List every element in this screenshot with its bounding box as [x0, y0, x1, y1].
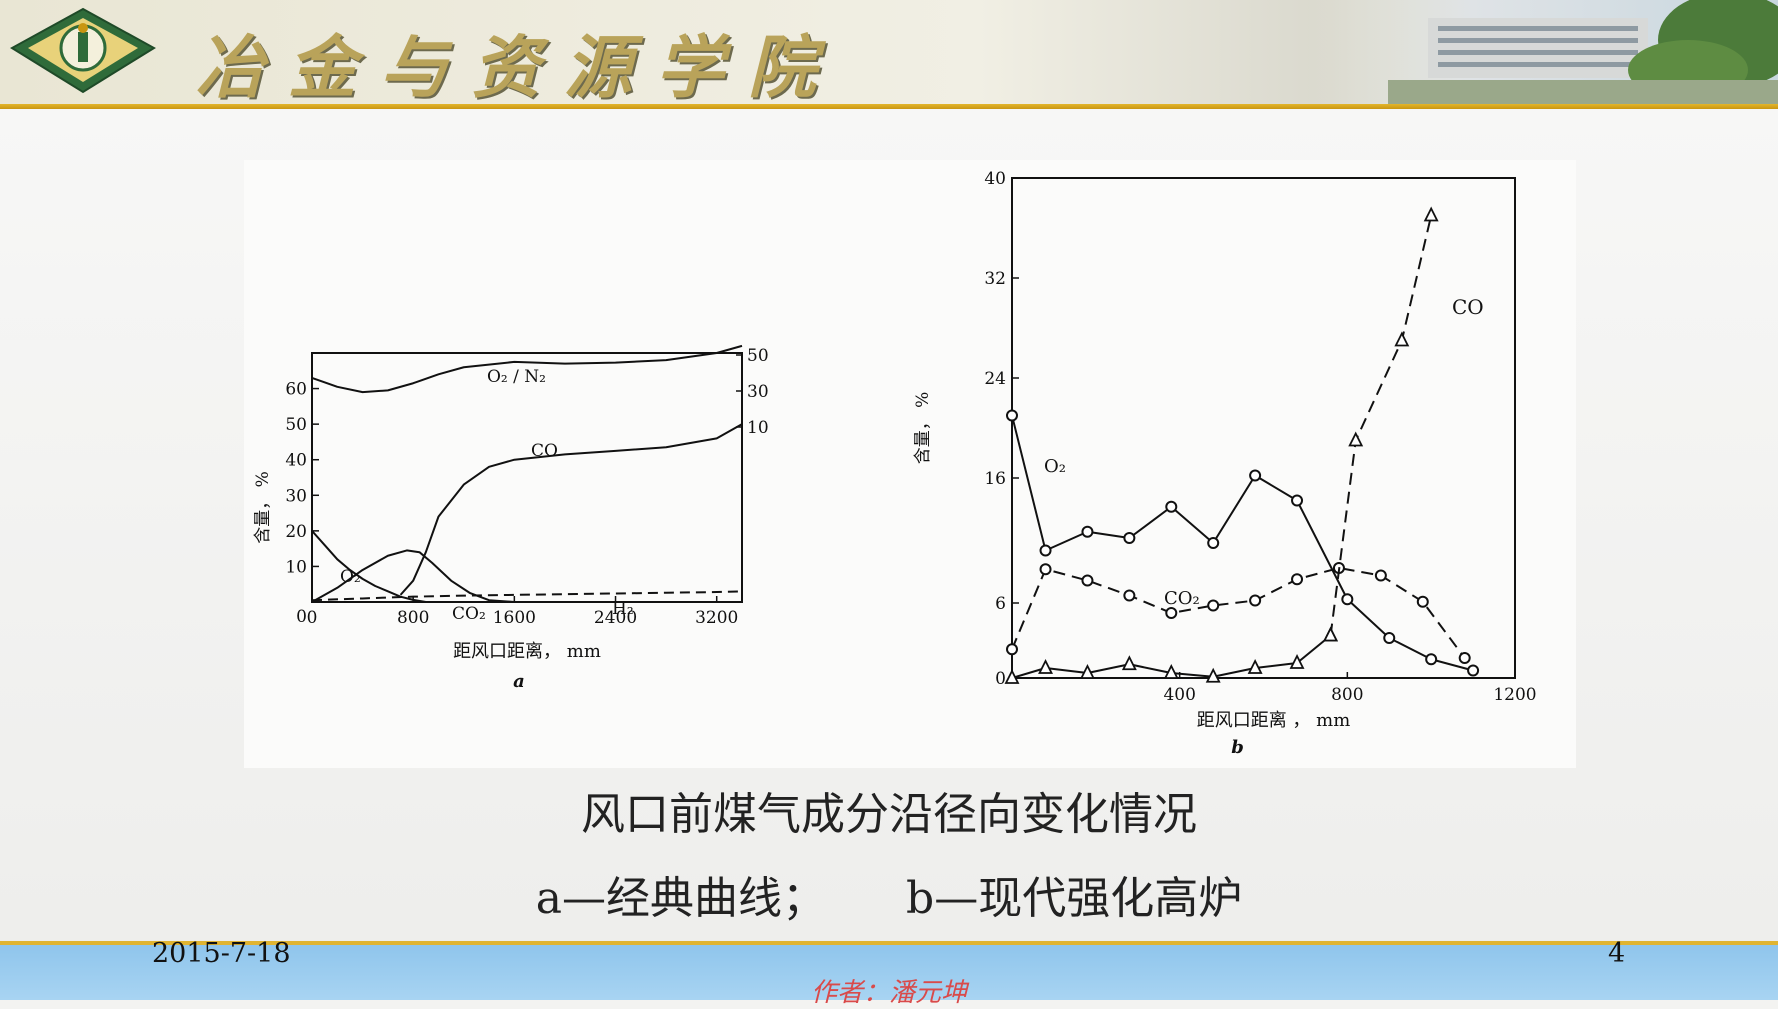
- chart-a-series-line: [311, 590, 743, 602]
- chart-b-point: [1249, 469, 1262, 482]
- chart-b-point: [1165, 607, 1178, 619]
- chart-b-point: [1205, 667, 1221, 683]
- chart-a-series-line: [311, 530, 426, 603]
- chart-b-point: [1081, 574, 1094, 587]
- chart-b-series-line: [1011, 567, 1466, 659]
- chart-b-point: [1247, 658, 1263, 674]
- chart-b-series-label: CO₂: [1164, 588, 1200, 609]
- chart-b-point: [1163, 663, 1179, 679]
- chart-b-point: [1458, 652, 1471, 664]
- chart-a-right-tick-label: 30: [747, 382, 769, 402]
- chart-b-point: [1039, 563, 1052, 576]
- header-divider: [0, 104, 1778, 109]
- chart-a-series-label: CO₂: [452, 604, 486, 624]
- chart-b-point: [1004, 668, 1020, 684]
- chart-a-y-tick-label: 60: [285, 380, 307, 400]
- chart-b-point: [1291, 494, 1304, 507]
- school-name: 冶金与资源学院: [196, 28, 841, 108]
- chart-b-point: [1423, 206, 1439, 222]
- chart-b-point: [1165, 500, 1178, 513]
- chart-a-x-tick-label: 800: [397, 608, 429, 628]
- chart-b-point: [1291, 573, 1304, 586]
- chart-b-series-line: [1011, 415, 1474, 672]
- chart-b-point: [1323, 626, 1339, 642]
- chart-b-point: [1341, 593, 1354, 606]
- chart-b-point: [1207, 537, 1220, 549]
- caption-a: a—经典曲线；: [535, 873, 827, 924]
- chart-b-point: [1038, 658, 1053, 674]
- school-logo: [10, 7, 156, 94]
- figure-subcaption: a—经典曲线； b—现代强化高炉: [0, 862, 1778, 926]
- chart-a-series-label: H₂: [612, 599, 634, 619]
- chart-b-point: [1383, 632, 1396, 644]
- chart-b-point: [1081, 525, 1094, 538]
- chart-b-point: [1289, 653, 1305, 669]
- chart-b-point: [1006, 409, 1018, 422]
- chart-b-x-tick-label: 800: [1331, 685, 1363, 705]
- chart-b-point: [1079, 663, 1095, 679]
- chart-a-y-tick-label: 40: [285, 451, 307, 471]
- chart-a-x-tick-label: 2400: [594, 608, 637, 628]
- chart-b-y-tick-label: 6: [995, 594, 1006, 614]
- chart-a-y-tick-label: 30: [285, 486, 307, 506]
- chart-a-y-tick-label: 50: [285, 415, 307, 435]
- footer-divider: [0, 941, 1778, 945]
- chart-a-y-axis-label: 含量， %: [253, 471, 273, 544]
- chart-b-point: [1416, 595, 1429, 608]
- chart-b-y-tick-label: 40: [984, 169, 1006, 189]
- chart-a-x-tick-label: 3200: [695, 608, 738, 628]
- chart-a-series-label: CO: [531, 441, 558, 461]
- chart-b-point: [1249, 594, 1262, 607]
- chart-b-y-axis-label: 含量， %: [913, 392, 933, 465]
- chart-b-series-label: O₂: [1044, 456, 1066, 477]
- charts-svg: 0 800 1600 2400 32001020304050600503010O₂CO₂…: [253, 169, 1537, 758]
- chart-b-y-tick-label: 24: [984, 369, 1006, 389]
- chart-a-right-tick-label: 10: [747, 418, 769, 438]
- chart-a-frame: [311, 352, 743, 603]
- chart-b-y-tick-label: 16: [984, 469, 1006, 489]
- chart-a-y-tick-label: 20: [285, 522, 307, 542]
- slide-footer: [0, 945, 1778, 1000]
- chart-b-point: [1123, 589, 1136, 602]
- chart-b-series-label: CO: [1452, 295, 1484, 319]
- chart-b-x-axis-label: 距风口距离 ， mm: [1197, 710, 1351, 731]
- chart-b-x-tick-label: 400: [1163, 685, 1195, 705]
- chart-b-point: [1207, 599, 1220, 612]
- chart-b-origin-label: 0: [995, 669, 1006, 689]
- chart-b-series-line: [1329, 215, 1433, 636]
- chart-a-panel-label: a: [513, 671, 525, 692]
- chart-b-panel-label: b: [1231, 737, 1244, 758]
- chart-b-x-tick-label: 1200: [1493, 685, 1536, 705]
- chart-a-origin-label: 0: [296, 607, 307, 627]
- chart-b-point: [1006, 643, 1018, 656]
- chart-b-point: [1394, 331, 1410, 347]
- chart-a-y-tick-label: 10: [285, 557, 307, 577]
- chart-b-point: [1425, 653, 1438, 666]
- chart-b-point: [1121, 655, 1137, 671]
- chart-a-series-label: O₂: [340, 567, 361, 587]
- figure-panel: 0 800 1600 2400 3200 10 20 30 40 50 60 0 50 30 10 O₂ CO₂…: [244, 160, 1576, 768]
- caption-b: b—现代强化高炉: [906, 873, 1243, 924]
- slide-header: 冶金与资源学院: [0, 0, 1778, 108]
- page-number: 4: [1608, 938, 1626, 969]
- chart-a-series-label: O₂ / N₂: [487, 367, 546, 387]
- chart-a-x-axis-label: 距风口距离， mm: [453, 641, 601, 662]
- chart-a-series-line: [311, 344, 743, 394]
- chart-b-point: [1374, 569, 1387, 582]
- chart-a-x-tick-label: 0: [307, 608, 318, 628]
- chart-b-point: [1039, 544, 1052, 557]
- chart-b-point: [1348, 431, 1364, 447]
- chart-b-point: [1123, 532, 1136, 544]
- figure-caption: 风口前煤气成分沿径向变化情况: [581, 789, 1197, 840]
- chart-a-right-tick-label: 50: [747, 346, 769, 366]
- chart-b-frame: [1011, 177, 1516, 679]
- chart-b-point: [1467, 664, 1480, 677]
- chart-a-x-tick-label: 1600: [493, 608, 536, 628]
- chart-a-series-line: [399, 423, 743, 596]
- author-credit: 作者：潘元坤: [810, 978, 967, 1008]
- campus-photo: [1308, 0, 1778, 104]
- slide-date: 2015-7-18: [152, 938, 291, 969]
- chart-b-y-tick-label: 32: [984, 269, 1006, 289]
